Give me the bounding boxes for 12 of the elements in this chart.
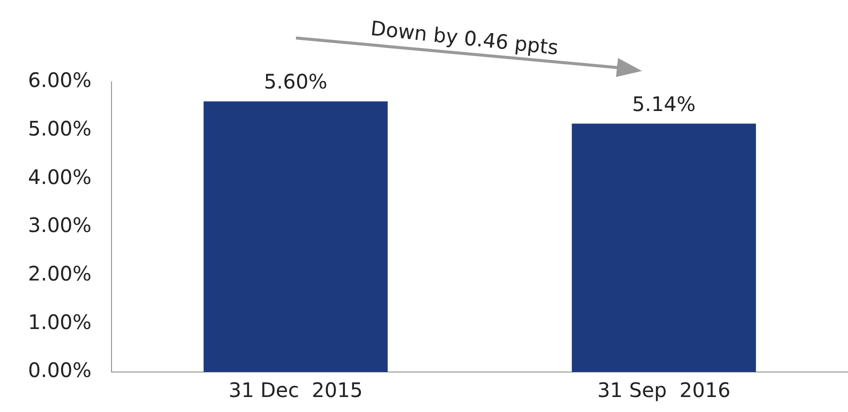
y-tick-label: 0.00% (28, 358, 92, 382)
y-tick-label: 4.00% (28, 164, 92, 189)
text: Down by 0.46 ppts (369, 16, 560, 60)
y-tick-label: 3.00% (28, 213, 92, 238)
data-label: 5.14% (632, 92, 696, 116)
x-tick-label: 31 Sep 2016 (597, 378, 730, 402)
y-tick-label: 1.00% (28, 310, 92, 334)
x-tick-label: 31 Dec 2015 (228, 378, 363, 402)
y-tick-label: 5.00% (28, 116, 92, 141)
y-tick-label: 6.00% (28, 68, 92, 92)
data-label: 5.60% (264, 70, 328, 94)
y-tick-label: 2.00% (28, 262, 92, 286)
